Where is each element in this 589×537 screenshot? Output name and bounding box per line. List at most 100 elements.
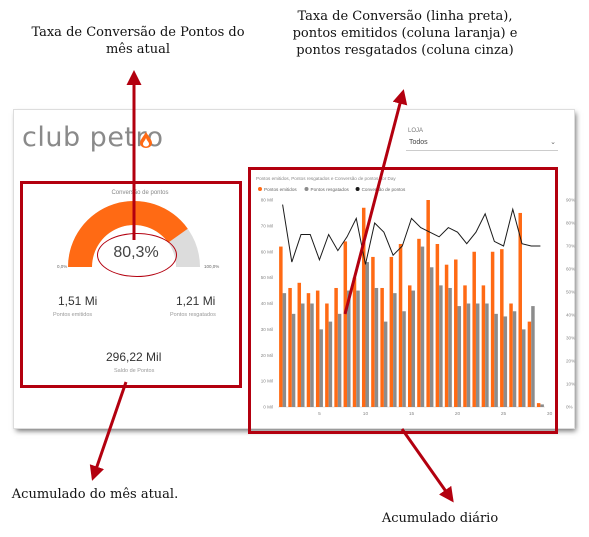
bar-pontos-emitidos <box>334 287 338 407</box>
bar-pontos-emitidos <box>306 293 311 407</box>
x-tick-label: 20 <box>455 411 461 417</box>
y-tick-label: 40 Mil <box>261 301 273 306</box>
bar-pontos-resgatados <box>402 311 406 407</box>
y-tick-label: 60 Mil <box>261 249 273 254</box>
pontos-emitidos-value: 1,51 Mi <box>58 294 98 308</box>
bar-pontos-emitidos <box>315 290 320 407</box>
bar-pontos-resgatados <box>365 262 369 407</box>
bar-pontos-emitidos <box>426 200 430 407</box>
legend-label: Pontos emitidos <box>264 187 297 192</box>
bar-pontos-resgatados <box>540 404 544 407</box>
y2-tick-label: 50% <box>566 290 575 295</box>
y-tick-label: 70 Mil <box>261 223 273 228</box>
bar-pontos-resgatados <box>485 303 489 407</box>
y2-tick-label: 20% <box>566 359 575 364</box>
bar-pontos-resgatados <box>328 321 333 407</box>
bar-pontos-emitidos <box>408 285 412 407</box>
bar-pontos-emitidos <box>444 264 449 407</box>
gauge-title: Conversão de pontos <box>111 190 169 196</box>
bar-pontos-emitidos <box>536 403 541 407</box>
bar-pontos-emitidos <box>398 243 403 407</box>
bar-pontos-resgatados <box>347 290 351 407</box>
y2-tick-label: 70% <box>566 244 575 249</box>
legend-label: Pontos resgatados <box>311 187 350 192</box>
chevron-down-icon: ⌄ <box>550 139 556 146</box>
y2-tick-label: 10% <box>566 382 575 387</box>
pontos-resgatados-value: 1,21 Mi <box>176 294 216 308</box>
bar-pontos-emitidos <box>352 277 357 407</box>
arrow-daily <box>400 428 454 503</box>
x-tick-label: 25 <box>501 411 507 417</box>
bar-pontos-resgatados <box>310 303 314 407</box>
bar-pontos-emitidos <box>472 251 476 407</box>
y-tick-label: 10 Mil <box>261 379 273 384</box>
line-conversao <box>282 204 541 265</box>
bar-pontos-resgatados <box>521 329 526 407</box>
annotation-daily: Acumulado diário <box>381 511 499 526</box>
bar-pontos-resgatados <box>282 293 287 407</box>
bar-pontos-emitidos <box>500 249 504 407</box>
bar-pontos-emitidos <box>371 256 375 407</box>
bar-pontos-emitidos <box>288 287 292 407</box>
y2-tick-label: 0% <box>566 405 573 410</box>
bar-pontos-resgatados <box>512 311 517 407</box>
bar-pontos-resgatados <box>494 313 498 407</box>
bar-pontos-emitidos <box>518 212 522 407</box>
legend-marker <box>355 187 360 191</box>
y2-tick-label: 90% <box>566 198 575 203</box>
bar-pontos-resgatados <box>448 287 452 407</box>
annotation-chart: Taxa de Conversão (linha preta), pontos … <box>292 9 518 58</box>
annotation-gauge: Taxa de Conversão de Pontos do mês atual <box>31 25 245 57</box>
store-dropdown[interactable]: Todos ⌄ <box>406 137 558 151</box>
annotation-monthly: Acumulado do mês atual. <box>11 487 179 502</box>
bar-pontos-resgatados <box>356 290 360 407</box>
bar-pontos-resgatados <box>439 285 443 407</box>
y-tick-label: 0 Mil <box>263 405 273 410</box>
bar-pontos-resgatados <box>475 303 480 407</box>
logo-text: club petro <box>22 122 164 153</box>
bar-pontos-resgatados <box>411 290 415 407</box>
legend-marker <box>258 187 262 191</box>
bar-pontos-emitidos <box>325 303 329 407</box>
bar-pontos-resgatados <box>374 287 379 407</box>
bar-pontos-emitidos <box>417 238 421 407</box>
bar-pontos-resgatados <box>301 303 305 407</box>
slicer-label: LOJA <box>408 128 424 134</box>
bar-pontos-resgatados <box>337 313 342 407</box>
bar-pontos-resgatados <box>457 306 462 407</box>
y2-tick-label: 60% <box>566 267 575 272</box>
gauge-value-highlight <box>97 233 177 277</box>
highlight-box-monthly <box>20 181 242 388</box>
y-tick-label: 30 Mil <box>261 327 273 332</box>
gauge-min-label: 0,0% <box>57 264 68 269</box>
flame-icon <box>140 132 152 148</box>
bar-pontos-resgatados <box>383 321 388 407</box>
bar-pontos-resgatados <box>429 267 434 407</box>
club-petro-logo: club petro <box>22 122 164 153</box>
bar-pontos-emitidos <box>490 251 495 407</box>
legend-label: Conversão de pontos <box>362 187 406 192</box>
bar-pontos-resgatados <box>503 316 508 407</box>
y2-tick-label: 40% <box>566 313 575 318</box>
legend-marker <box>304 187 309 191</box>
gauge-fill <box>68 200 188 267</box>
bar-pontos-resgatados <box>319 329 323 407</box>
x-tick-label: 15 <box>409 411 415 417</box>
bar-pontos-resgatados <box>420 246 425 407</box>
y-tick-label: 80 Mil <box>261 198 273 203</box>
y2-tick-label: 80% <box>566 221 575 226</box>
bar-pontos-resgatados <box>291 313 296 407</box>
bar-pontos-emitidos <box>509 303 513 407</box>
bar-pontos-emitidos <box>297 282 302 407</box>
y2-tick-label: 30% <box>566 336 575 341</box>
bar-pontos-resgatados <box>466 303 471 407</box>
bar-pontos-emitidos <box>279 246 283 407</box>
bar-pontos-resgatados <box>393 293 397 407</box>
gauge-value: 80,3% <box>113 244 159 261</box>
bar-pontos-resgatados <box>531 306 535 407</box>
bar-pontos-emitidos <box>527 321 532 407</box>
saldo-value: 296,22 Mil <box>106 350 162 364</box>
